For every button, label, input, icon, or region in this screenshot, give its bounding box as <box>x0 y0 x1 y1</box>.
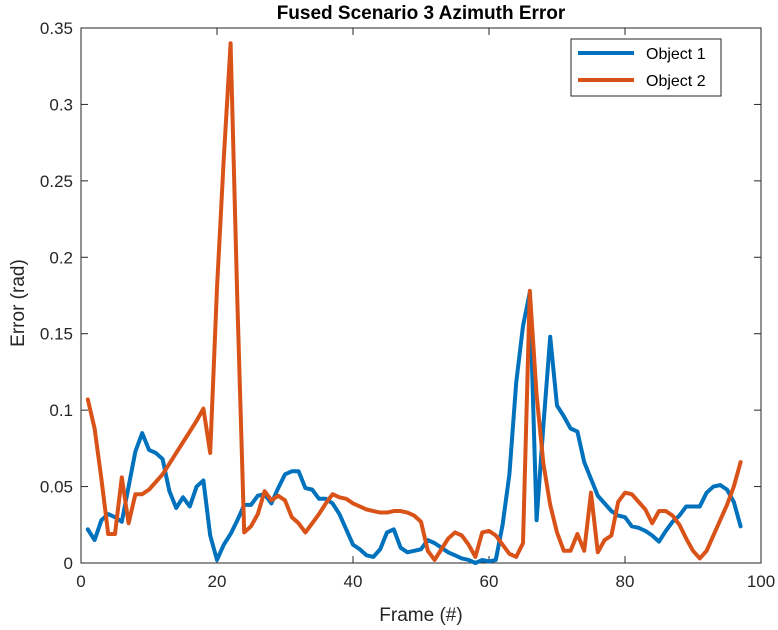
x-tick-label: 20 <box>208 572 227 591</box>
series-line-object-1 <box>85 290 743 565</box>
legend-label-object-1: Object 1 <box>646 46 706 63</box>
chart-title: Fused Scenario 3 Azimuth Error <box>277 3 566 24</box>
legend-box <box>570 38 722 97</box>
legend-label-object-2: Object 2 <box>646 73 706 90</box>
plot-area <box>80 27 762 564</box>
y-tick-label: 0.05 <box>40 478 73 497</box>
y-tick-label: 0 <box>64 554 73 573</box>
x-tick-label: 40 <box>344 572 363 591</box>
y-tick-label: 0.3 <box>49 95 73 114</box>
x-axis-ticks: 0 20 40 60 80 100 <box>76 28 775 591</box>
x-tick-label: 60 <box>480 572 499 591</box>
series-lines <box>85 41 743 565</box>
x-tick-label: 80 <box>616 572 635 591</box>
x-tick-label: 0 <box>76 572 85 591</box>
x-tick-label: 100 <box>747 572 775 591</box>
y-tick-label: 0.15 <box>40 325 73 344</box>
y-axis-label: Error (rad) <box>8 259 29 347</box>
y-tick-label: 0.1 <box>49 401 73 420</box>
legend: Object 1 Object 2 <box>570 38 722 97</box>
axes-box <box>80 27 762 564</box>
y-axis-ticks: 0 0.05 0.1 0.15 0.2 0.25 0.3 0.35 <box>40 19 761 573</box>
y-tick-label: 0.35 <box>40 19 73 38</box>
series-line-object-2 <box>85 41 743 562</box>
y-tick-label: 0.2 <box>49 248 73 267</box>
x-axis-label: Frame (#) <box>379 605 462 626</box>
y-tick-label: 0.25 <box>40 172 73 191</box>
